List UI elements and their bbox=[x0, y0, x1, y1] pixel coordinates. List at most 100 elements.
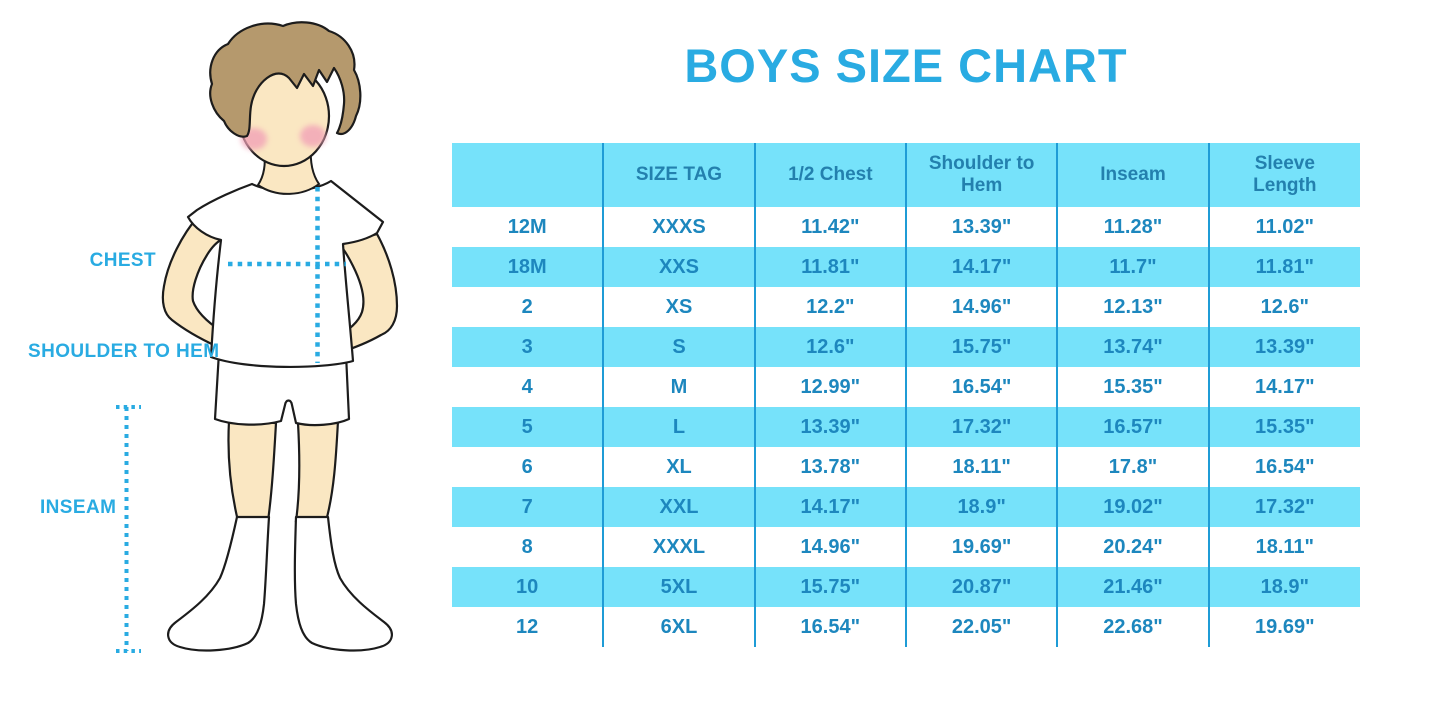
boy-sock-left bbox=[167, 515, 271, 652]
table-cell: 11.81" bbox=[753, 247, 906, 287]
inseam-label: INSEAM bbox=[40, 497, 117, 518]
table-cell: 15.75" bbox=[753, 567, 906, 607]
boy-figure-svg bbox=[116, 21, 399, 653]
table-cell: XXXS bbox=[602, 207, 755, 247]
table-cell: 12M bbox=[507, 215, 547, 238]
page-title: BOYS SIZE CHART bbox=[684, 39, 1128, 92]
table-cell: 6XL bbox=[602, 607, 755, 647]
table-cell: 12.2" bbox=[753, 287, 906, 327]
table-cell: L bbox=[602, 407, 755, 447]
table-cell: 8 bbox=[521, 535, 533, 558]
table-row: 4 M 12.99" 16.54" 15.35" 14.17" bbox=[452, 367, 1360, 407]
table-cell: 11.28" bbox=[1056, 207, 1209, 247]
table-cell: 10 bbox=[516, 575, 539, 598]
table-cell: 11.02" bbox=[1207, 207, 1360, 247]
table-cell: 3 bbox=[521, 335, 533, 358]
table-cell: 13.39" bbox=[1207, 327, 1360, 367]
column-header: 1/2 Chest bbox=[753, 143, 906, 207]
table-cell: 13.78" bbox=[753, 447, 906, 487]
boy-sock-right bbox=[293, 515, 393, 652]
size-table-wrap: SIZE TAG 1/2 Chest Shoulder to Hem Inseam Sl… bbox=[452, 143, 1360, 647]
boy-leg-right bbox=[294, 419, 340, 523]
table-cell: 16.57" bbox=[1056, 407, 1209, 447]
table-cell: 20.24" bbox=[1056, 527, 1209, 567]
table-cell: 19.02" bbox=[1056, 487, 1209, 527]
table-cell: 12.99" bbox=[753, 367, 906, 407]
shoulder-to-hem-label: SHOULDER TO HEM bbox=[28, 341, 220, 362]
table-cell: 4 bbox=[521, 375, 533, 398]
table-cell: XXXL bbox=[602, 527, 755, 567]
table-header-row: SIZE TAG 1/2 Chest Shoulder to Hem Inseam Sl… bbox=[452, 143, 1360, 207]
table-row: 8 XXXL 14.96" 19.69" 20.24" 18.11" bbox=[452, 527, 1360, 567]
boy-leg-left bbox=[227, 419, 278, 523]
boy-shirt bbox=[186, 179, 385, 369]
boy-shorts bbox=[213, 350, 351, 427]
table-cell: 12.6" bbox=[1207, 287, 1360, 327]
size-table: SIZE TAG 1/2 Chest Shoulder to Hem Inseam Sl… bbox=[452, 143, 1360, 647]
table-cell: 11.81" bbox=[1207, 247, 1360, 287]
table-cell: 18.11" bbox=[1207, 527, 1360, 567]
table-cell: 16.54" bbox=[1207, 447, 1360, 487]
table-cell: 20.87" bbox=[904, 567, 1058, 607]
table-cell: 7 bbox=[521, 495, 533, 518]
table-row: 7 XXL 14.17" 18.9" 19.02" 17.32" bbox=[452, 487, 1360, 527]
table-row: 5 L 13.39" 17.32" 16.57" 15.35" bbox=[452, 407, 1360, 447]
table-cell: 15.35" bbox=[1056, 367, 1209, 407]
table-cell: 19.69" bbox=[904, 527, 1058, 567]
table-row: 12 6XL 16.54" 22.05" 22.68" 19.69" bbox=[452, 607, 1360, 647]
column-header: Sleeve Length bbox=[1207, 143, 1360, 207]
table-cell: 14.17" bbox=[904, 247, 1058, 287]
table-cell: 13.39" bbox=[904, 207, 1058, 247]
table-row: 18M XXS 11.81" 14.17" 11.7" 11.81" bbox=[452, 247, 1360, 287]
table-cell: 11.42" bbox=[753, 207, 906, 247]
table-cell: 22.05" bbox=[904, 607, 1058, 647]
table-row: 12M XXXS 11.42" 13.39" 11.28" 11.02" bbox=[452, 207, 1360, 247]
column-header: Inseam bbox=[1056, 143, 1209, 207]
chest-label: CHEST bbox=[89, 250, 156, 271]
table-cell: 5XL bbox=[602, 567, 755, 607]
size-table-head: SIZE TAG 1/2 Chest Shoulder to Hem Inseam Sl… bbox=[452, 143, 1360, 207]
table-cell: XS bbox=[602, 287, 755, 327]
table-cell: 18.9" bbox=[1207, 567, 1360, 607]
size-table-body: 12M XXXS 11.42" 13.39" 11.28" 11.02" 18M XXS 11.… bbox=[452, 207, 1360, 647]
table-cell: 18M bbox=[507, 255, 547, 278]
table-cell: XL bbox=[602, 447, 755, 487]
table-row: 10 5XL 15.75" 20.87" 21.46" 18.9" bbox=[452, 567, 1360, 607]
table-cell: 12 bbox=[516, 615, 539, 638]
table-cell: 14.17" bbox=[1207, 367, 1360, 407]
table-cell: 21.46" bbox=[1056, 567, 1209, 607]
boy-illustration bbox=[0, 0, 450, 723]
table-cell: 18.11" bbox=[904, 447, 1058, 487]
table-cell: 15.75" bbox=[904, 327, 1058, 367]
column-header: Shoulder to Hem bbox=[904, 143, 1058, 207]
table-cell: 2 bbox=[521, 295, 533, 318]
table-cell: 13.74" bbox=[1056, 327, 1209, 367]
boy-cheek-right bbox=[300, 125, 326, 147]
table-cell: 16.54" bbox=[904, 367, 1058, 407]
table-cell: 5 bbox=[521, 415, 533, 438]
table-cell: S bbox=[602, 327, 755, 367]
table-cell: 6 bbox=[521, 455, 533, 478]
table-cell: 15.35" bbox=[1207, 407, 1360, 447]
column-header: SIZE TAG bbox=[602, 143, 755, 207]
table-cell: 22.68" bbox=[1056, 607, 1209, 647]
table-cell: 14.96" bbox=[904, 287, 1058, 327]
column-header bbox=[452, 143, 604, 207]
table-cell: 17.8" bbox=[1056, 447, 1209, 487]
table-cell: XXS bbox=[602, 247, 755, 287]
table-cell: 14.96" bbox=[753, 527, 906, 567]
table-cell: 16.54" bbox=[753, 607, 906, 647]
table-row: 6 XL 13.78" 18.11" 17.8" 16.54" bbox=[452, 447, 1360, 487]
boy-hair bbox=[209, 21, 362, 138]
table-cell: M bbox=[602, 367, 755, 407]
table-cell: 13.39" bbox=[753, 407, 906, 447]
table-cell: 19.69" bbox=[1207, 607, 1360, 647]
table-cell: 12.6" bbox=[753, 327, 906, 367]
table-cell: 17.32" bbox=[1207, 487, 1360, 527]
table-row: 3 S 12.6" 15.75" 13.74" 13.39" bbox=[452, 327, 1360, 367]
table-cell: 17.32" bbox=[904, 407, 1058, 447]
table-row: 2 XS 12.2" 14.96" 12.13" 12.6" bbox=[452, 287, 1360, 327]
table-cell: 14.17" bbox=[753, 487, 906, 527]
table-cell: XXL bbox=[602, 487, 755, 527]
